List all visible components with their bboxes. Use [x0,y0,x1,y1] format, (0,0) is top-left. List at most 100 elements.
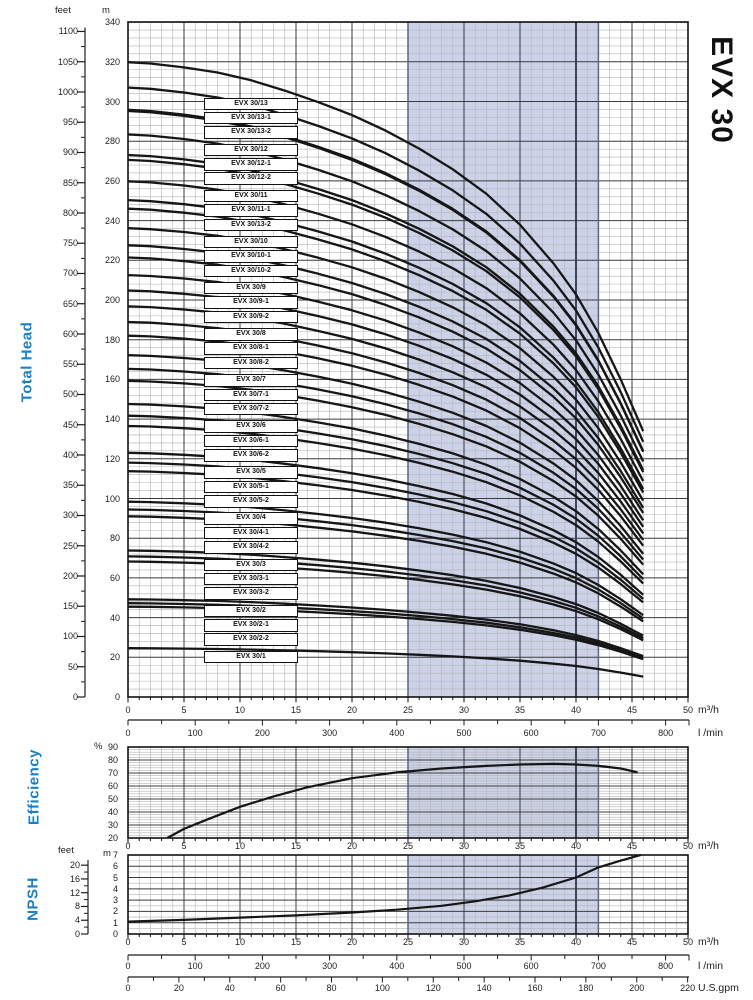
efficiency-m3h-tick: 30 [458,841,469,851]
curve-label: EVX 30/7-2 [204,402,298,416]
npsh-m3h-tick: 20 [346,937,357,947]
efficiency-pct-tick: 20 [107,833,118,843]
head-curve-EVX-30-1 [127,647,644,678]
curve-label: EVX 30/13-2 [204,218,298,231]
main-m-tick: 100 [104,493,120,504]
main-feet-tick: 950 [62,117,78,128]
npsh-m-tick: 5 [112,872,118,883]
npsh-usgpm-tick: 60 [275,983,286,993]
total-head-axis-label: Total Head [18,321,36,403]
npsh-lmin-tick: 800 [658,961,674,971]
main-feet-tick: 200 [62,570,78,581]
head-curve-EVX-30-6-1 [127,414,645,581]
efficiency-pct-tick: 40 [107,807,118,817]
curve-label: EVX 30/3-1 [204,572,298,586]
curve-label: EVX 30/13-1 [204,111,298,125]
main-m-tick: 80 [109,533,120,544]
main-m-tick: 280 [104,136,120,147]
curve-label: EVX 30/11 [204,189,298,203]
main-feet-tick: 300 [62,510,78,521]
main-lmin-unit: l /min [698,727,724,739]
curve-label: EVX 30/8 [204,328,298,341]
main-lmin-tick: 500 [456,728,472,738]
main-feet-tick: 600 [62,328,78,339]
main-feet-tick: 450 [62,419,78,430]
curve-label: EVX 30/10-1 [204,250,298,263]
npsh-m-tick: 3 [112,895,118,906]
curve-label: EVX 30/13-2 [204,126,298,139]
efficiency-percent-unit: % [94,741,103,752]
main-m-tick: 160 [104,374,120,385]
efficiency-pct-tick: 30 [107,820,118,830]
npsh-usgpm-axis [127,976,689,983]
main-feet-tick: 850 [62,177,78,188]
main-m-tick: 200 [104,295,120,305]
curve-label: EVX 30/2 [204,604,298,618]
efficiency-pct-tick: 70 [107,768,118,778]
head-curve-EVX-30-12-1 [127,133,645,463]
main-feet-tick: 900 [62,147,78,158]
main-feet-tick: 350 [62,480,78,491]
efficiency-m3h-tick: 15 [290,841,301,851]
head-curve-EVX-30-8-1 [127,320,645,541]
head-curve-EVX-30-2 [127,598,644,658]
main-m3h-tick: 30 [458,705,469,715]
npsh-usgpm-tick: 160 [527,983,543,993]
efficiency-axis-label: Efficiency [25,749,43,825]
main-m-tick: 240 [104,215,120,226]
page-title: EVX 30 [705,36,738,144]
main-m3h-tick: 25 [402,705,413,715]
main-feet-tick: 250 [62,540,78,551]
main-feet-tick: 0 [72,692,78,702]
efficiency-chart [127,746,689,844]
head-curve-EVX-30-9 [127,256,645,514]
main-m-tick: 120 [104,453,120,464]
npsh-lmin-tick: 100 [187,961,203,971]
curve-label: EVX 30/3 [204,558,298,571]
main-lmin-tick: 800 [658,728,674,738]
main-lmin-axis [127,719,690,726]
main-lmin-tick: 100 [187,728,203,738]
npsh-m3h-tick: 0 [125,937,131,947]
npsh-m3h-tick: 50 [682,937,693,947]
head-curve-EVX-30-9-1 [127,273,645,522]
npsh-usgpm-tick: 140 [476,983,492,993]
curve-label: EVX 30/6-2 [204,449,298,462]
npsh-m3h-unit: m³/h [698,936,719,948]
npsh-m3h-tick: 10 [234,937,245,947]
main-m-tick: 60 [109,572,120,583]
curve-label: EVX 30/8-2 [204,356,298,370]
npsh-usgpm-tick: 40 [224,983,235,993]
npsh-m3h-tick: 35 [514,937,525,947]
npsh-m-tick: 7 [112,849,118,860]
npsh-lmin-tick: 600 [523,961,539,971]
main-lmin-tick: 300 [322,728,338,738]
npsh-feet-axis [81,860,89,935]
main-m3h-tick: 40 [570,705,581,715]
curve-label: EVX 30/9-2 [204,310,298,324]
main-m-tick: 0 [114,692,120,702]
main-feet-tick: 750 [62,238,78,249]
main-lmin-tick: 0 [125,728,131,738]
npsh-chart [127,853,689,940]
npsh-m-tick: 4 [112,883,118,894]
npsh-feet-axis-title: feet [58,845,74,856]
head-curve-EVX-30-7-1 [127,367,645,561]
main-m3h-tick: 45 [626,705,637,715]
efficiency-m3h-tick: 5 [181,841,187,851]
main-feet-tick: 1050 [57,56,78,67]
main-m-tick: 260 [104,175,120,186]
head-curve-EVX-30-5-1 [127,461,644,600]
duty-range-band [408,747,599,838]
main-feet-tick: 150 [62,601,78,612]
npsh-feet-tick: 4 [74,915,80,926]
head-curve-EVX-30-13 [127,61,645,432]
main-lmin-tick: 400 [389,728,405,738]
efficiency-pct-tick: 80 [107,755,118,765]
npsh-m3h-tick: 40 [570,937,581,947]
curve-label: EVX 30/1 [204,650,298,664]
curve-label: EVX 30/5-1 [204,480,298,494]
main-m-tick: 220 [104,255,120,266]
efficiency-m3h-tick: 40 [570,841,581,851]
